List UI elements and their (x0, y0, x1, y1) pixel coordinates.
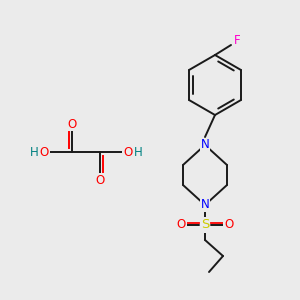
Text: N: N (201, 139, 209, 152)
Text: H: H (30, 146, 38, 158)
Text: O: O (95, 173, 105, 187)
Text: F: F (234, 34, 240, 47)
Text: O: O (176, 218, 186, 232)
Text: O: O (39, 146, 49, 158)
Text: S: S (201, 218, 209, 232)
Text: O: O (123, 146, 133, 158)
Text: H: H (134, 146, 142, 158)
Text: O: O (68, 118, 76, 130)
Text: O: O (224, 218, 234, 232)
Text: N: N (201, 199, 209, 212)
